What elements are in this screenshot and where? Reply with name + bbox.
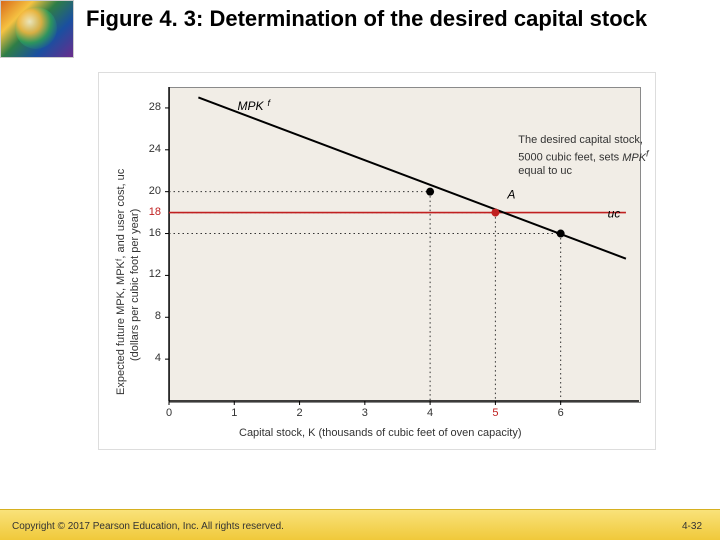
- x-tick: 2: [296, 407, 302, 419]
- svg-text:uc: uc: [608, 207, 621, 221]
- svg-text:A: A: [506, 188, 515, 202]
- x-tick: 4: [427, 407, 433, 419]
- svg-text:f: f: [268, 98, 272, 108]
- annotation-text: The desired capital stock,5000 cubic fee…: [518, 134, 648, 179]
- footer-bar: Copyright © 2017 Pearson Education, Inc.…: [0, 509, 720, 540]
- chart-svg: A MPKf uc: [99, 73, 655, 449]
- y-tick: 4: [99, 352, 161, 364]
- x-tick: 3: [362, 407, 368, 419]
- x-axis-label: Capital stock, K (thousands of cubic fee…: [239, 427, 521, 439]
- y-tick-special: 18: [99, 206, 161, 218]
- y-tick: 12: [99, 268, 161, 280]
- page-title: Figure 4. 3: Determination of the desire…: [86, 6, 704, 32]
- x-tick: 1: [231, 407, 237, 419]
- x-tick: 0: [166, 407, 172, 419]
- chart-container: AMPKfuc Expected future MPK, MPKᶠ, and u…: [98, 72, 656, 450]
- decorative-thumbnail: [0, 0, 74, 58]
- y-tick: 24: [99, 143, 161, 155]
- page-number: 4-32: [682, 521, 702, 532]
- y-tick: 20: [99, 185, 161, 197]
- y-tick: 16: [99, 227, 161, 239]
- y-tick: 8: [99, 310, 161, 322]
- slide: Figure 4. 3: Determination of the desire…: [0, 0, 720, 540]
- svg-text:MPK: MPK: [238, 99, 265, 113]
- copyright-text: Copyright © 2017 Pearson Education, Inc.…: [12, 521, 284, 532]
- y-tick: 28: [99, 101, 161, 113]
- x-tick: 6: [558, 407, 564, 419]
- x-tick: 5: [492, 407, 498, 419]
